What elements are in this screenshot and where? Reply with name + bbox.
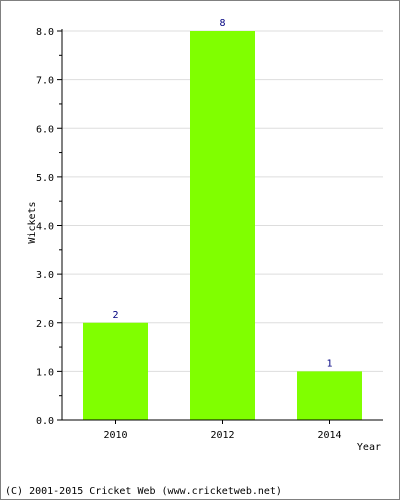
y-tick-label: 8.0 bbox=[36, 27, 54, 38]
y-tick-label: 4.0 bbox=[36, 222, 54, 233]
bar-2014 bbox=[297, 371, 362, 420]
value-labels: 2 8 1 bbox=[112, 18, 332, 369]
value-label-2012: 8 bbox=[219, 18, 225, 29]
y-tick-label: 7.0 bbox=[36, 76, 54, 87]
wickets-bar-chart: 0.0 1.0 2.0 3.0 4.0 5.0 6.0 7.0 8.0 2010 2012 2014… bbox=[27, 18, 383, 453]
y-axis-title: Wickets bbox=[27, 201, 38, 243]
y-tick-label: 2.0 bbox=[36, 319, 54, 330]
bar-2010 bbox=[83, 322, 148, 420]
x-axis-title: Year bbox=[357, 442, 381, 453]
x-tick-label: 2014 bbox=[317, 430, 341, 441]
x-tick-label: 2010 bbox=[103, 430, 127, 441]
y-ticks: 0.0 1.0 2.0 3.0 4.0 5.0 6.0 7.0 8.0 bbox=[36, 27, 62, 427]
bar-2012 bbox=[190, 31, 255, 420]
bars bbox=[83, 31, 362, 420]
y-tick-label: 1.0 bbox=[36, 367, 54, 378]
x-ticks: 2010 2012 2014 bbox=[103, 420, 342, 441]
y-tick-label: 6.0 bbox=[36, 124, 54, 135]
copyright-footer: (C) 2001-2015 Cricket Web (www.cricketwe… bbox=[5, 486, 282, 497]
y-tick-label: 0.0 bbox=[36, 416, 54, 427]
y-tick-label: 3.0 bbox=[36, 270, 54, 281]
value-label-2014: 1 bbox=[326, 358, 332, 369]
x-tick-label: 2012 bbox=[210, 430, 234, 441]
value-label-2010: 2 bbox=[112, 310, 118, 321]
y-tick-label: 5.0 bbox=[36, 173, 54, 184]
